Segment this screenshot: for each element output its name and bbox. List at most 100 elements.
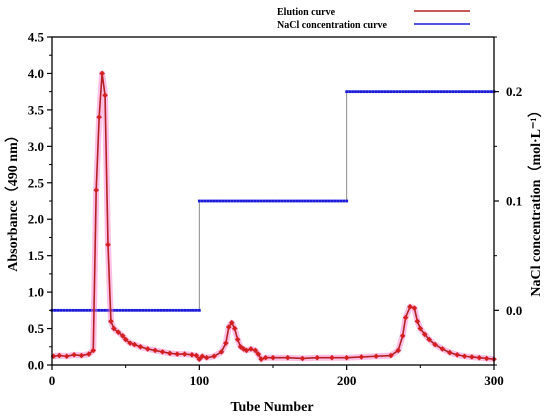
nacl-point [304,199,307,203]
elution-point [56,352,63,359]
elution-point [131,341,138,348]
nacl-point [289,199,293,203]
nacl-point [74,308,77,312]
elution-point [329,354,335,361]
y-left-tick-label: 0.5 [28,321,45,336]
nacl-point [265,199,269,203]
nacl-point [200,199,204,203]
elution-point [258,356,265,362]
elution-point [476,354,483,361]
nacl-point [451,90,455,94]
nacl-point [130,308,133,312]
y-right-tick-label: 0.1 [506,194,522,209]
nacl-point [436,90,440,94]
y-axis-right-title: NaCl concentration（mol·L⁻¹） [528,103,544,296]
nacl-point [218,199,222,203]
nacl-point [486,90,490,94]
nacl-point [312,199,316,203]
nacl-point [457,90,461,94]
elution-point [411,305,418,311]
nacl-point [298,199,301,203]
nacl-point [212,199,216,203]
elution-point [99,70,105,77]
elution-point [262,354,269,361]
nacl-point [250,199,254,203]
elution-point [270,354,276,361]
nacl-point [56,308,60,312]
nacl-point [224,199,228,203]
elution-point [122,336,129,343]
nacl-point [454,90,458,94]
elution-point [189,351,195,358]
nacl-point [186,308,189,312]
elution-point [255,351,262,357]
nacl-point [230,199,234,203]
nacl-point [194,308,198,312]
elution-point [223,340,229,346]
nacl-point [360,90,363,94]
elution-point [399,333,406,339]
elution-point [63,353,70,360]
nacl-point [262,199,266,203]
y-right-tick-label: 0.2 [506,84,522,99]
elution-point [358,354,365,360]
elution-point [71,351,77,358]
nacl-point [404,90,407,94]
elution-point [426,336,432,343]
nacl-point [180,308,184,312]
nacl-point [469,90,472,94]
nacl-point [115,308,119,312]
nacl-point [245,199,248,203]
nacl-point [324,199,328,203]
elution-point [299,355,306,362]
elution-point [417,325,424,332]
nacl-point [268,199,272,203]
x-axis-title: Tube Number [230,400,313,415]
nacl-point [345,90,349,94]
nacl-point [377,90,381,94]
nacl-point [118,308,122,312]
nacl-point [286,199,290,203]
elution-point [226,324,232,330]
elution-point [105,241,111,248]
nacl-point [94,308,98,312]
elution-point [152,347,158,354]
elution-point [439,346,446,352]
y-left-tick-label: 2.5 [28,175,45,190]
elution-point [447,349,453,356]
nacl-point [351,90,354,94]
nacl-point [106,308,110,312]
nacl-point [309,199,313,203]
nacl-point [389,90,393,94]
nacl-point [442,90,446,94]
nacl-point [427,90,431,94]
nacl-point [239,199,242,203]
elution-line [53,72,495,360]
nacl-point [430,90,434,94]
elution-point [90,347,97,354]
nacl-point [315,199,319,203]
nacl-point [333,199,337,203]
nacl-point [136,308,139,312]
elution-point [93,187,99,193]
x-tick-label: 0 [49,373,56,388]
elution-point [243,347,250,354]
nacl-point [439,90,443,94]
nacl-point [174,308,178,312]
nacl-point [330,199,334,203]
elution-point [211,353,217,360]
nacl-point [124,308,128,312]
elution-point [167,350,173,357]
nacl-point [362,90,366,94]
legend: Elution curve NaCl concentration curve [277,7,470,31]
nacl-point [348,90,352,94]
nacl-point [321,199,325,203]
nacl-point [336,199,340,203]
nacl-point [471,90,475,94]
nacl-point [127,308,131,312]
elution-point [284,354,291,361]
nacl-point [339,199,343,203]
elution-point [454,351,460,358]
nacl-point [85,308,89,312]
nacl-point [62,308,66,312]
